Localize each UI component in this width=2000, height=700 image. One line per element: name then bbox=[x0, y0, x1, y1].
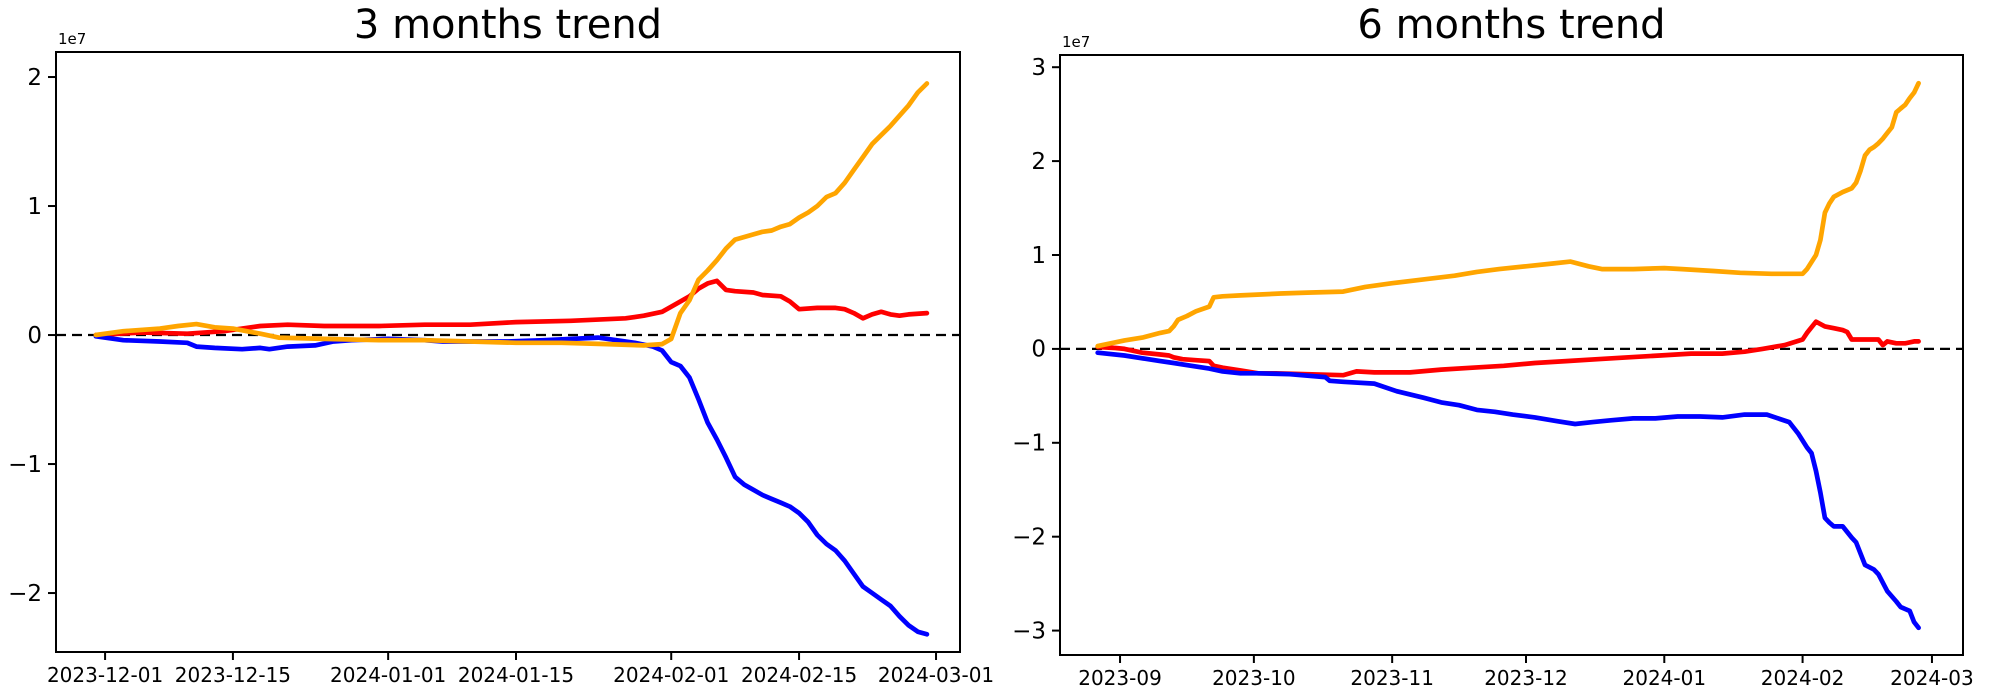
x-tick-label: 2023-12-15 bbox=[175, 663, 291, 687]
y-tick-label: −2 bbox=[1012, 525, 1046, 551]
y-tick-label: −1 bbox=[1012, 431, 1046, 457]
series-line-blue bbox=[93, 333, 930, 637]
x-tick-label: 2024-03 bbox=[1890, 666, 1974, 690]
y-tick-label: 2 bbox=[27, 65, 42, 91]
x-tick-label: 2024-02 bbox=[1761, 666, 1845, 690]
x-tick-label: 2024-01-15 bbox=[458, 663, 574, 687]
axes-frame bbox=[55, 51, 961, 653]
x-tick-label: 2024-03-01 bbox=[878, 663, 994, 687]
y-tick-label: −1 bbox=[8, 452, 42, 478]
y-tick-label: 2 bbox=[1031, 149, 1046, 175]
x-tick-label: 2023-09 bbox=[1078, 666, 1162, 690]
x-tick-label: 2024-02-15 bbox=[741, 663, 857, 687]
x-tick-label: 2023-12 bbox=[1484, 666, 1568, 690]
chart-6-months: 6 months trend 1e7 3 2 1 0 −1 −2 −3 2023-09 2023-1… bbox=[1012, 2, 1974, 690]
y-tick-label: 3 bbox=[1031, 55, 1046, 81]
series-line-blue bbox=[1095, 350, 1921, 631]
y-tick-label: −3 bbox=[1012, 618, 1046, 644]
x-tick-label: 2023-12-01 bbox=[47, 663, 163, 687]
x-tick-label: 2024-01 bbox=[1623, 666, 1707, 690]
x-tick-label: 2024-01-01 bbox=[330, 663, 446, 687]
y-tick-label: 1 bbox=[1031, 243, 1046, 269]
x-tick-label: 2023-11 bbox=[1350, 666, 1434, 690]
axes-frame bbox=[1059, 54, 1964, 656]
chart-6-months-title: 6 months trend bbox=[1357, 2, 1665, 48]
chart-3-months-title: 3 months trend bbox=[354, 2, 662, 48]
x-tick-label: 2023-10 bbox=[1212, 666, 1296, 690]
y-tick-label: 0 bbox=[27, 323, 42, 349]
series-line-red bbox=[1095, 319, 1921, 378]
series-line-orange bbox=[93, 81, 930, 348]
series-line-red bbox=[93, 278, 930, 338]
y-tick-label: 0 bbox=[1031, 337, 1046, 363]
y-tick-label: −2 bbox=[8, 581, 42, 607]
y-tick-label: 1 bbox=[27, 194, 42, 220]
y-axis-offset-label: 1e7 bbox=[1062, 33, 1090, 51]
series-line-orange bbox=[1095, 80, 1921, 349]
x-tick-label: 2024-02-01 bbox=[613, 663, 729, 687]
y-axis-offset-label: 1e7 bbox=[58, 30, 86, 48]
chart-3-months: 3 months trend 1e7 2 1 0 −1 −2 2023-12-01 2023-1… bbox=[8, 2, 994, 687]
